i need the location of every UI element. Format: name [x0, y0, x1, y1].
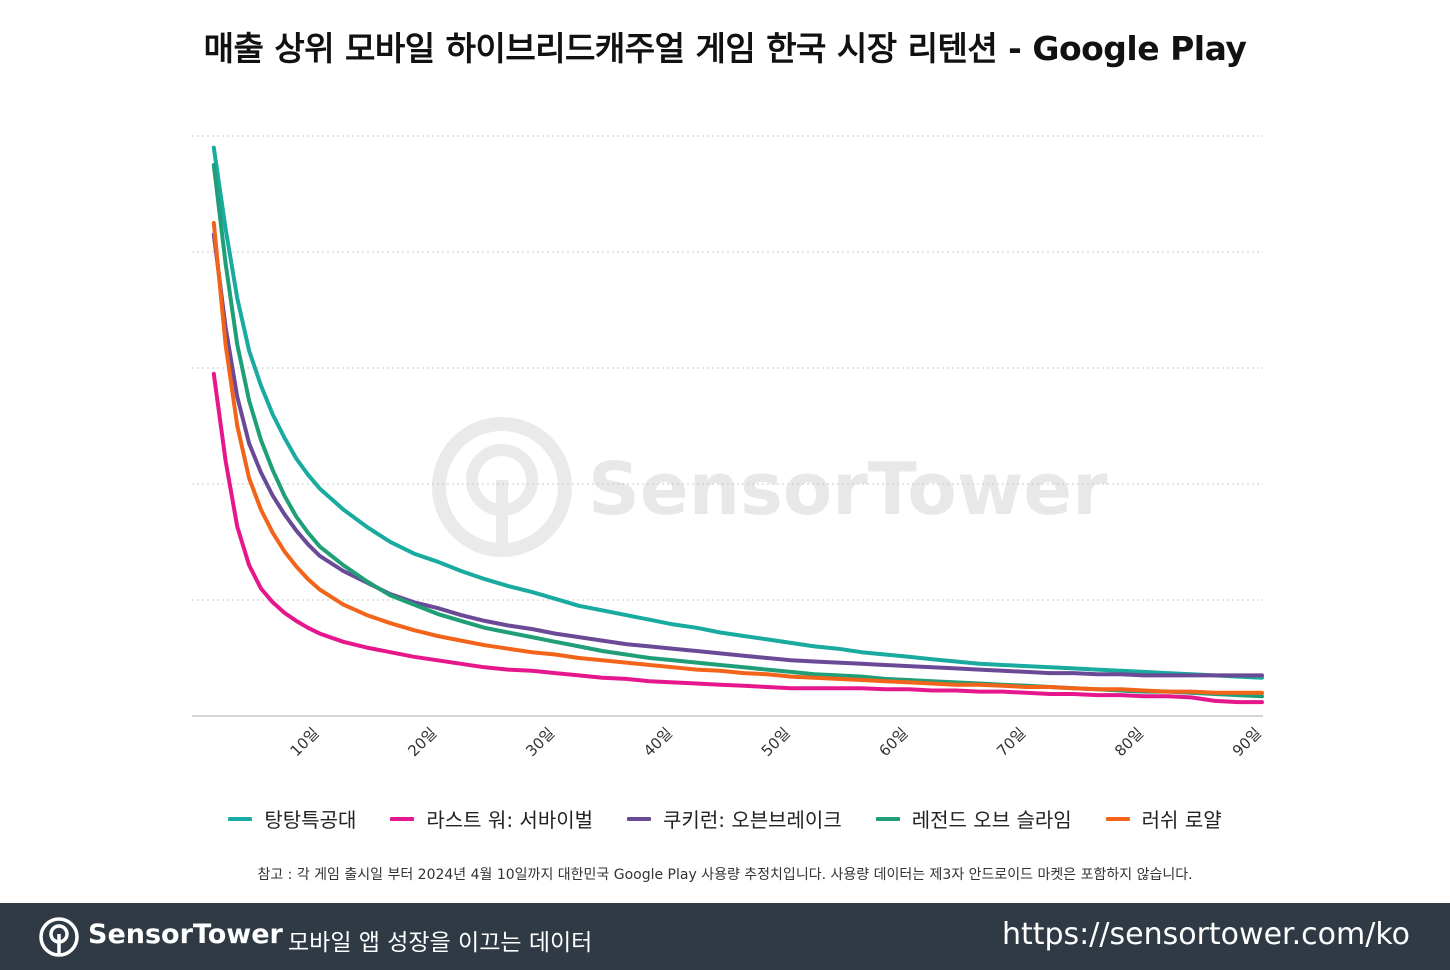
line-chart: SensorTower 10일 20일 30일 40일 50일 60일 70일 80일 90일	[192, 135, 1265, 760]
series-line	[211, 221, 1264, 695]
gridlines	[192, 135, 1263, 601]
legend-swatch	[1105, 816, 1130, 821]
legend-swatch	[875, 816, 900, 821]
legend-item: 레전드 오브 슬라임	[875, 804, 1072, 833]
x-tick-label: 10일	[287, 724, 323, 760]
x-tick-label: 40일	[640, 724, 676, 760]
legend-label: 라스트 워: 서바이벌	[426, 808, 594, 832]
footer-bar: SensorTower 모바일 앱 성장을 이끄는 데이터 https://se…	[0, 903, 1450, 970]
legend-label: 레전드 오브 슬라임	[911, 808, 1072, 832]
x-tick-label: 20일	[404, 724, 440, 760]
footer-url-link[interactable]: https://sensortower.com/ko	[1001, 917, 1410, 952]
legend-item: 러쉬 로얄	[1105, 804, 1222, 833]
x-tick-label: 60일	[876, 724, 912, 760]
legend-label: 탕탕특공대	[264, 808, 357, 832]
footnote: 참고 : 각 게임 출시일 부터 2024년 4월 10일까지 대한민국 Goo…	[257, 867, 1193, 883]
watermark-text: SensorTower	[588, 447, 1108, 531]
x-tick-label: 30일	[522, 724, 558, 760]
footer-brand: SensorTower	[88, 919, 283, 950]
legend-item: 라스트 워: 서바이벌	[390, 804, 593, 833]
legend-swatch	[627, 816, 652, 821]
sensortower-logo-icon	[39, 917, 79, 957]
watermark: SensorTower	[432, 417, 1108, 557]
legend-label: 러쉬 로얄	[1141, 808, 1222, 832]
series-lines	[211, 145, 1264, 705]
x-tick-label: 50일	[758, 724, 794, 760]
x-tick-labels: 10일 20일 30일 40일 50일 60일 70일 80일 90일	[287, 724, 1265, 760]
legend-swatch	[228, 816, 253, 821]
chart-title: 매출 상위 모바일 하이브리드캐주얼 게임 한국 시장 리텐션 - Google…	[203, 29, 1247, 68]
legend: 탕탕특공대 라스트 워: 서바이벌 쿠키런: 오븐브레이크 레전드 오브 슬라임 러쉬 …	[0, 804, 1450, 833]
series-line	[211, 371, 1264, 705]
x-tick-label: 70일	[993, 724, 1029, 760]
series-line	[211, 145, 1264, 680]
x-tick-label: 90일	[1229, 724, 1265, 760]
legend-item: 탕탕특공대	[228, 804, 356, 833]
footer-tagline: 모바일 앱 성장을 이끄는 데이터	[288, 930, 593, 956]
x-tick-label: 80일	[1111, 724, 1147, 760]
legend-swatch	[390, 816, 415, 821]
legend-label: 쿠키런: 오븐브레이크	[663, 808, 842, 832]
series-line	[211, 232, 1264, 678]
legend-item: 쿠키런: 오븐브레이크	[627, 804, 842, 833]
